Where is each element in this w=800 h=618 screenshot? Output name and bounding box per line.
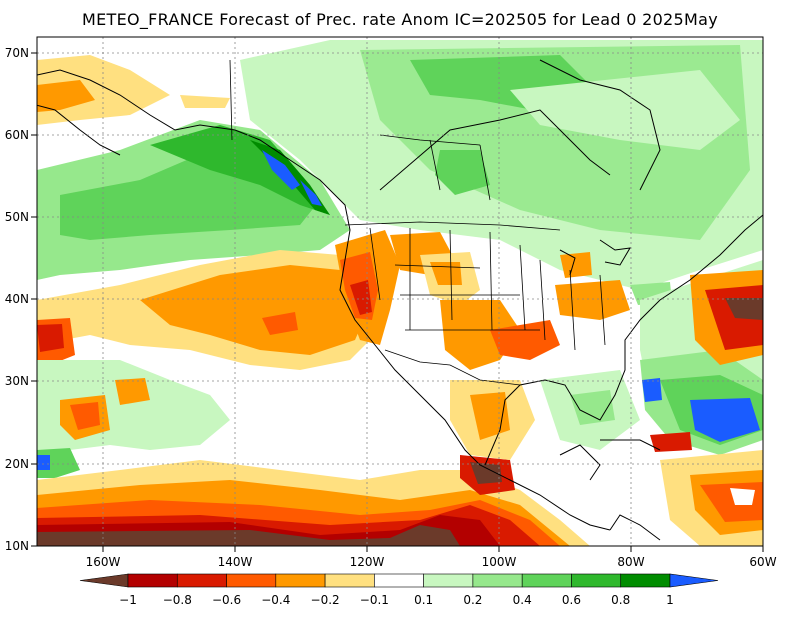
colorbar-label: −0.1 <box>360 593 389 607</box>
colorbar-min-arrow <box>79 573 129 588</box>
lat-label: 60N <box>5 128 29 142</box>
colorbar-swatch <box>571 573 622 588</box>
map-title: METEO_FRANCE Forecast of Prec. rate Anom… <box>81 10 718 29</box>
colorbar-label: −0.8 <box>163 593 192 607</box>
colorbar-label: 0.8 <box>611 593 630 607</box>
colorbar-swatch <box>226 573 277 588</box>
colorbar-swatch <box>275 573 326 588</box>
lat-lon-gridlines <box>37 37 763 546</box>
lat-label: 30N <box>5 374 29 388</box>
colorbar-label: −0.4 <box>261 593 290 607</box>
lon-label: 100W <box>482 555 517 569</box>
colorbar-swatch <box>127 573 178 588</box>
lat-label: 50N <box>5 210 29 224</box>
lon-label: 60W <box>749 555 776 569</box>
longitude-labels: 160W 140W 120W 100W 80W 60W <box>86 555 777 569</box>
colorbar-swatch <box>472 573 523 588</box>
colorbar-swatch <box>521 573 572 588</box>
lon-label: 140W <box>218 555 253 569</box>
colorbar-label: −1 <box>119 593 137 607</box>
colorbar-label: 0.2 <box>463 593 482 607</box>
lon-label: 120W <box>350 555 385 569</box>
colorbar-swatch <box>423 573 474 588</box>
colorbar-swatch <box>176 573 227 588</box>
colorbar-label: 0.1 <box>414 593 433 607</box>
colorbar-swatch <box>620 573 671 588</box>
colorbar-swatch <box>324 573 375 588</box>
colorbar-max-arrow <box>669 573 719 588</box>
lon-label: 80W <box>617 555 644 569</box>
precip-anomaly-field <box>37 37 763 546</box>
lat-label: 20N <box>5 457 29 471</box>
lat-label: 40N <box>5 292 29 306</box>
latitude-labels: 70N 60N 50N 40N 30N 20N 10N <box>5 46 29 553</box>
colorbar-label: 0.6 <box>562 593 581 607</box>
political-borders <box>229 59 606 386</box>
colorbar-label: −0.6 <box>212 593 241 607</box>
axis-ticks <box>31 52 764 552</box>
colorbar-label: 1 <box>666 593 674 607</box>
colorbar-label: 0.4 <box>513 593 532 607</box>
colorbar-swatch <box>374 573 424 588</box>
lon-label: 160W <box>86 555 121 569</box>
colorbar: −1 −0.8 −0.6 −0.4 −0.2 −0.1 0.1 0.2 0.4 0.6 0.8 1 <box>79 573 719 607</box>
colorbar-label: −0.2 <box>311 593 340 607</box>
map-frame <box>36 36 764 547</box>
lat-label: 70N <box>5 46 29 60</box>
lat-label: 10N <box>5 539 29 553</box>
coastlines <box>37 59 763 541</box>
